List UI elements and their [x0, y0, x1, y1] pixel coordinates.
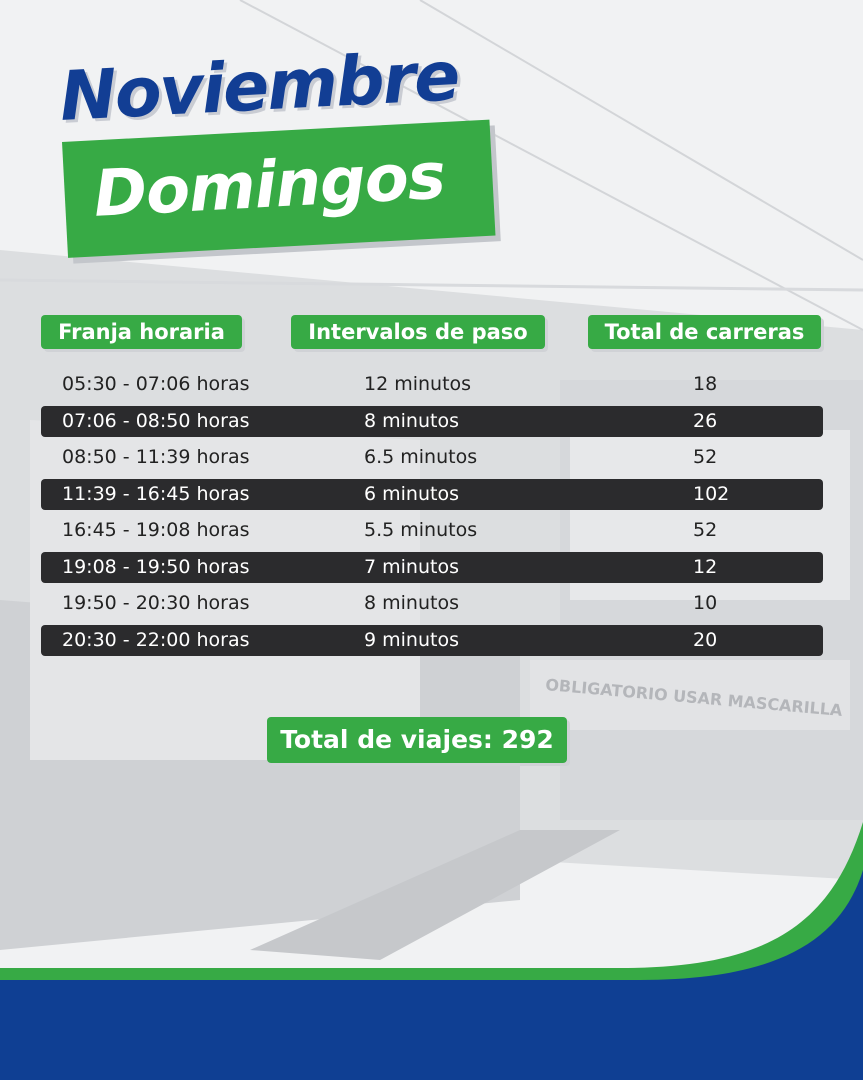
time-range-cell: 05:30 - 07:06 horas	[62, 373, 250, 395]
schedule-table: 05:30 - 07:06 horas 12 minutos 18 07:06 …	[41, 369, 823, 661]
table-row: 19:08 - 19:50 horas 7 minutos 12	[41, 551, 823, 583]
trips-cell: 20	[693, 628, 718, 651]
trips-cell: 26	[693, 409, 718, 432]
total-trips-badge: Total de viajes: 292	[267, 717, 567, 763]
time-range-cell: 11:39 - 16:45 horas	[62, 482, 250, 505]
table-row: 05:30 - 07:06 horas 12 minutos 18	[41, 369, 823, 400]
interval-cell: 8 minutos	[364, 409, 459, 432]
interval-cell: 12 minutos	[364, 373, 472, 395]
trips-cell: 102	[693, 482, 730, 505]
trips-cell: 52	[693, 519, 718, 541]
time-range-cell: 16:45 - 19:08 horas	[62, 519, 250, 541]
table-row: 07:06 - 08:50 horas 8 minutos 26	[41, 405, 823, 437]
trips-cell: 52	[693, 446, 718, 468]
table-row: 20:30 - 22:00 horas 9 minutos 20	[41, 624, 823, 656]
interval-cell: 5.5 minutos	[364, 519, 478, 541]
header-interval: Intervalos de paso	[291, 315, 545, 349]
interval-cell: 9 minutos	[364, 628, 459, 651]
table-row: 16:45 - 19:08 horas 5.5 minutos 52	[41, 515, 823, 546]
time-range-cell: 07:06 - 08:50 horas	[62, 409, 250, 432]
table-row: 19:50 - 20:30 horas 8 minutos 10	[41, 588, 823, 619]
time-range-cell: 19:50 - 20:30 horas	[62, 592, 250, 614]
trips-cell: 18	[693, 373, 718, 395]
interval-cell: 6.5 minutos	[364, 446, 478, 468]
time-range-cell: 08:50 - 11:39 horas	[62, 446, 250, 468]
header-time-range: Franja horaria	[41, 315, 242, 349]
table-row: 11:39 - 16:45 horas 6 minutos 102	[41, 478, 823, 510]
trips-cell: 12	[693, 555, 718, 578]
time-range-cell: 19:08 - 19:50 horas	[62, 555, 250, 578]
header-total-trips: Total de carreras	[588, 315, 821, 349]
interval-cell: 6 minutos	[364, 482, 459, 505]
trips-cell: 10	[693, 592, 718, 614]
interval-cell: 7 minutos	[364, 555, 459, 578]
time-range-cell: 20:30 - 22:00 horas	[62, 628, 250, 651]
table-row: 08:50 - 11:39 horas 6.5 minutos 52	[41, 442, 823, 473]
interval-cell: 8 minutos	[364, 592, 459, 614]
